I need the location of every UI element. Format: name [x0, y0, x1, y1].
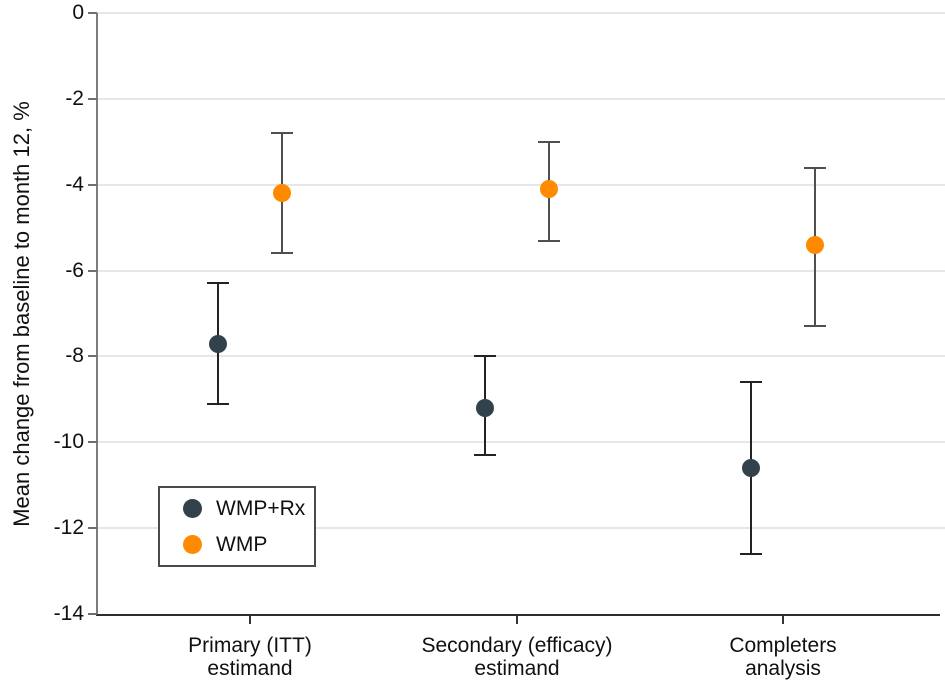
y-axis-line	[96, 13, 98, 616]
y-axis-tick	[88, 12, 97, 14]
legend-marker-wmp	[183, 535, 202, 554]
gridline	[97, 97, 945, 100]
gridline	[97, 355, 945, 358]
y-tick-label: -4	[65, 172, 84, 196]
error-bar-cap	[740, 552, 762, 555]
category-label-line: estimand	[207, 657, 293, 680]
y-tick-label: -14	[53, 602, 84, 625]
gridline	[97, 269, 945, 272]
gridline	[97, 441, 945, 444]
y-axis-tick	[88, 269, 97, 272]
category-label-line: estimand	[474, 657, 560, 680]
data-point	[806, 235, 824, 254]
error-bar-cap	[474, 454, 496, 457]
gridline	[97, 12, 945, 14]
y-tick-label: -2	[65, 86, 84, 110]
category-label-line: Primary (ITT)	[188, 634, 312, 657]
gridline	[97, 183, 945, 186]
y-tick-label: -8	[65, 344, 84, 368]
y-tick-label: -6	[65, 258, 84, 282]
data-point	[476, 398, 494, 417]
legend-item-wmp-rx: WMP+Rx	[183, 494, 314, 524]
error-bar-cap	[474, 355, 496, 358]
legend-box: WMP+Rx WMP	[158, 486, 316, 567]
y-axis-tick	[88, 97, 97, 100]
error-bar-cap	[207, 402, 229, 405]
y-tick-label: -10	[53, 430, 84, 454]
data-point	[209, 334, 227, 353]
error-bar-cap	[804, 325, 826, 328]
x-axis-line	[96, 614, 940, 616]
category-label-line: Completers	[729, 634, 837, 657]
y-axis-tick	[88, 355, 97, 358]
y-tick-label: -12	[53, 516, 84, 540]
data-point	[742, 459, 760, 478]
error-bar-cap	[804, 166, 826, 169]
y-tick-label: 0	[72, 1, 84, 24]
y-axis-tick	[88, 441, 97, 444]
legend-label-wmp-rx: WMP+Rx	[216, 496, 306, 520]
error-bar-cap	[740, 381, 762, 384]
category-label: Completers analysis	[729, 634, 836, 680]
error-bar-cap	[271, 252, 293, 255]
error-bar-cap	[538, 140, 560, 143]
category-label-line: Secondary (efficacy)	[421, 634, 613, 657]
data-point	[273, 184, 291, 203]
y-axis-title: Mean change from baseline to month 12, %	[9, 101, 34, 527]
error-bar-cap	[207, 282, 229, 285]
x-axis-tick	[249, 616, 251, 624]
category-label: Primary (ITT) estimand	[188, 634, 312, 680]
error-bar-cap	[538, 239, 560, 242]
legend-item-wmp: WMP	[183, 530, 314, 560]
y-axis-tick	[88, 183, 97, 186]
error-bar-cap	[271, 132, 293, 135]
x-axis-tick	[516, 616, 518, 624]
category-label: Secondary (efficacy) estimand	[421, 634, 612, 680]
data-point	[540, 180, 558, 198]
gridline	[97, 527, 945, 530]
category-label-line: analysis	[745, 657, 821, 680]
legend-marker-wmp-rx	[183, 499, 202, 518]
y-axis-tick	[88, 527, 97, 530]
x-axis-tick	[782, 616, 784, 624]
legend-label-wmp: WMP	[216, 532, 268, 556]
y-axis-tick	[88, 613, 97, 615]
